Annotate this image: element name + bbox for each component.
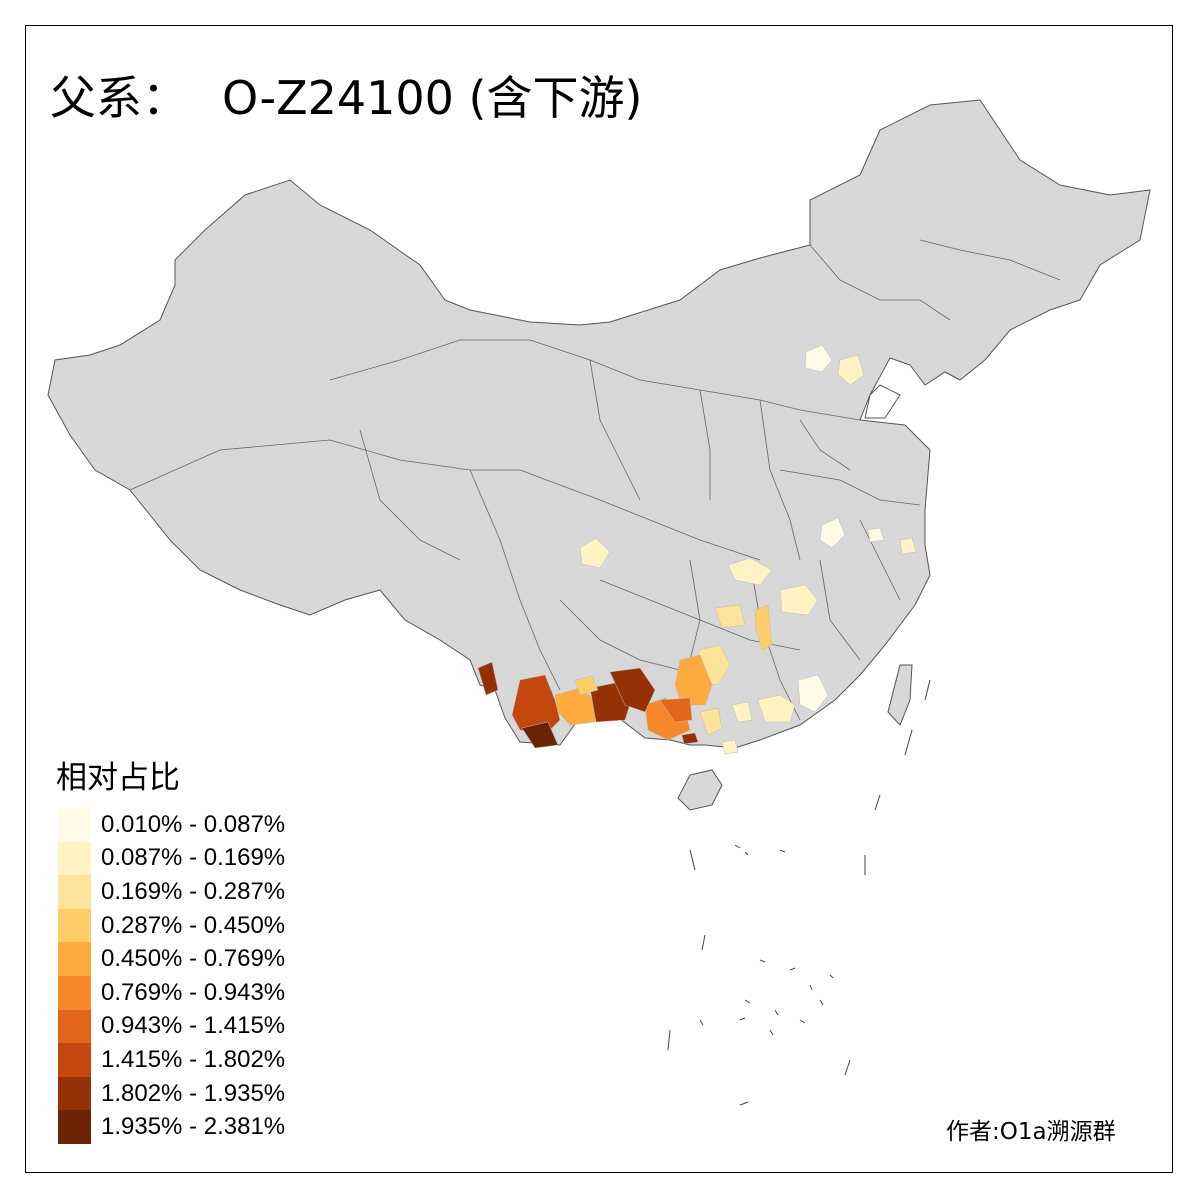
legend-label: 0.010% - 0.087% bbox=[101, 810, 286, 838]
legend-item: 0.010% - 0.087% bbox=[58, 808, 285, 842]
map-base-layer bbox=[47, 99, 1151, 1106]
legend-label: 1.415% - 1.802% bbox=[101, 1045, 286, 1073]
region-hunan-2 bbox=[754, 604, 773, 651]
legend-item: 0.169% - 0.287% bbox=[58, 875, 285, 909]
legend-item: 1.802% - 1.935% bbox=[58, 1076, 286, 1111]
legend-swatch bbox=[58, 908, 91, 943]
region-guangxi-coast bbox=[681, 732, 699, 745]
taiwan-island bbox=[887, 664, 913, 726]
region-beijing bbox=[804, 344, 833, 373]
legend-item: 0.943% - 1.415% bbox=[58, 1009, 286, 1044]
region-hunan-1 bbox=[714, 604, 746, 629]
region-sichuan-1 bbox=[579, 537, 611, 569]
legend-swatch bbox=[58, 1110, 91, 1144]
legend-swatch bbox=[58, 841, 91, 876]
map-title: 父系： O-Z24100 (含下游) bbox=[50, 62, 642, 128]
region-guangxi-c bbox=[674, 654, 713, 706]
region-guangdong-1 bbox=[731, 701, 753, 723]
region-yunnan-e bbox=[609, 667, 656, 713]
region-jiangxi-1 bbox=[779, 584, 819, 616]
legend-item: 1.935% - 2.381% bbox=[58, 1110, 285, 1144]
title-prefix: 父系： bbox=[50, 71, 188, 125]
legend-swatch bbox=[58, 1076, 91, 1111]
title-haplogroup: O-Z24100 (含下游) bbox=[222, 71, 643, 125]
region-jiangsu-1 bbox=[867, 527, 885, 543]
legend-swatch bbox=[58, 808, 91, 842]
legend-label: 0.087% - 0.169% bbox=[101, 844, 286, 872]
legend-swatch bbox=[58, 975, 91, 1010]
region-yunnan-se bbox=[574, 675, 599, 696]
legend-item: 1.415% - 1.802% bbox=[58, 1043, 285, 1077]
legend: 0.010% - 0.087% 0.087% - 0.169% 0.169% - 0… bbox=[58, 808, 285, 1144]
bohai-sea bbox=[864, 384, 901, 419]
region-hubei-1 bbox=[727, 557, 773, 586]
south-sea-islands bbox=[667, 679, 931, 1106]
region-anhui-1 bbox=[819, 517, 846, 549]
legend-swatch bbox=[58, 942, 91, 976]
legend-label: 0.769% - 0.943% bbox=[101, 978, 286, 1006]
legend-swatch bbox=[58, 875, 91, 909]
region-tianjin bbox=[837, 354, 865, 386]
region-shanghai bbox=[899, 537, 917, 555]
region-yunnan-w bbox=[511, 674, 561, 736]
region-yunnan-nw bbox=[477, 661, 499, 696]
choropleth-regions bbox=[477, 344, 917, 755]
province-borders bbox=[129, 239, 1061, 721]
legend-item: 0.769% - 0.943% bbox=[58, 975, 286, 1010]
region-guangdong-2 bbox=[757, 694, 796, 723]
hainan-island bbox=[677, 769, 723, 811]
legend-label: 1.802% - 1.935% bbox=[101, 1079, 286, 1107]
legend-label: 0.450% - 0.769% bbox=[101, 945, 286, 973]
author-credit: 作者:O1a溯源群 bbox=[946, 1119, 1116, 1145]
legend-label: 0.943% - 1.415% bbox=[101, 1012, 286, 1040]
china-landmass bbox=[47, 99, 1151, 749]
legend-label: 1.935% - 2.381% bbox=[101, 1113, 286, 1141]
region-guangdong-w bbox=[699, 707, 723, 736]
region-yunnan-s bbox=[521, 721, 559, 749]
legend-swatch bbox=[58, 1043, 91, 1077]
legend-item: 0.087% - 0.169% bbox=[58, 841, 286, 876]
legend-label: 0.287% - 0.450% bbox=[101, 911, 286, 939]
legend-swatch bbox=[58, 1009, 91, 1044]
legend-label: 0.169% - 0.287% bbox=[101, 877, 286, 905]
region-guangdong-3 bbox=[797, 674, 829, 713]
legend-title: 相对占比 bbox=[56, 760, 180, 796]
legend-item: 0.450% - 0.769% bbox=[58, 942, 285, 976]
legend-item: 0.287% - 0.450% bbox=[58, 908, 286, 943]
region-guangxi-sw bbox=[659, 697, 693, 723]
region-guangdong-4 bbox=[721, 739, 739, 755]
